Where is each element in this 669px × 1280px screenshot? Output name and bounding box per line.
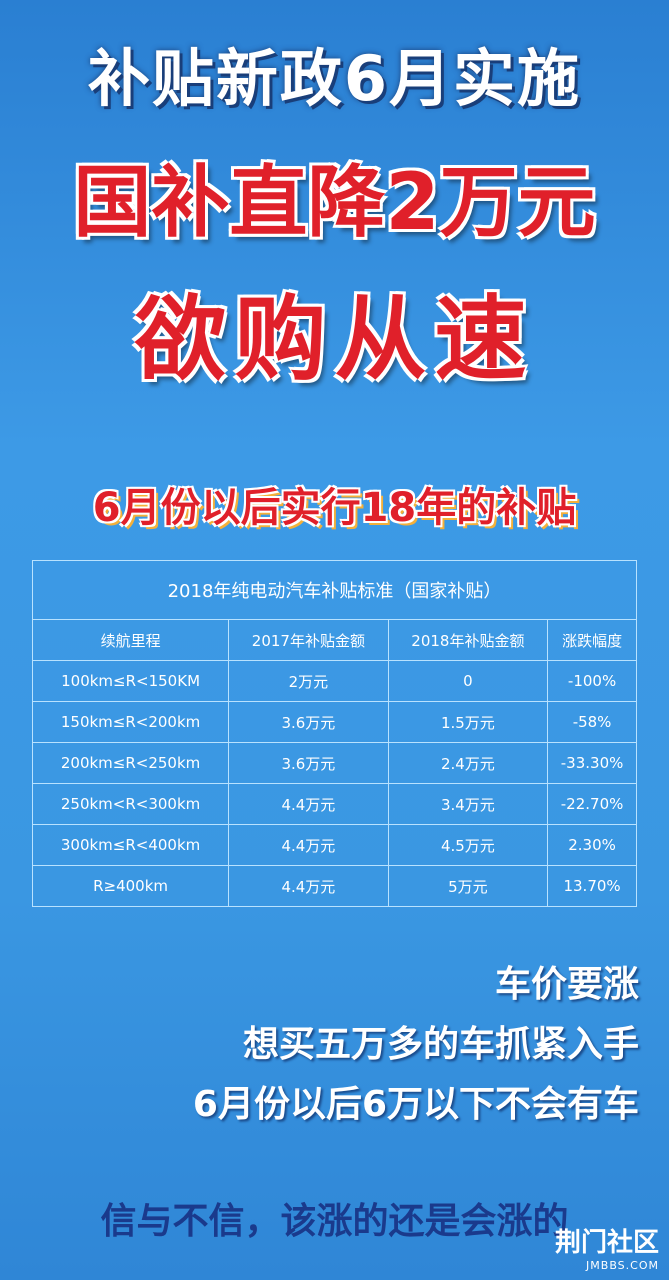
subsidy-table: 2018年纯电动汽车补贴标准（国家补贴） 续航里程 2017年补贴金额 2018年补… [31, 560, 637, 907]
headline: 欲购从速 [134, 286, 535, 393]
table-row: R≥400km 4.4万元 5万元 13.70% [31, 865, 637, 907]
cell: 200km≤R<250km [31, 742, 230, 784]
cell: 4.4万元 [228, 865, 389, 907]
table-row: 200km≤R<250km 3.6万元 2.4万元 -33.30% [31, 742, 637, 784]
cell: 100km≤R<150KM [31, 660, 230, 702]
watermark-name: 荆门社区 [554, 1228, 659, 1258]
cell: 2.30% [547, 824, 637, 866]
cell: -22.70% [547, 783, 637, 825]
header-cell: 涨跌幅度 [547, 619, 637, 661]
closing: 信与不信，该涨的还是会涨的 [100, 1201, 569, 1242]
table-row: 150km≤R<200km 3.6万元 1.5万元 -58% [31, 701, 637, 743]
table-row: 100km≤R<150KM 2万元 0 -100% [31, 660, 637, 702]
cell: 4.4万元 [228, 824, 389, 866]
note: 想买五万多的车抓紧入手 [242, 1024, 639, 1065]
cell: 2.4万元 [387, 742, 549, 784]
cell: -58% [547, 701, 637, 743]
cell: -33.30% [547, 742, 637, 784]
headline: 补贴新政6月实施 [87, 42, 582, 115]
cell: 3.6万元 [228, 701, 389, 743]
header-cell: 2017年补贴金额 [228, 619, 389, 661]
cell: 3.6万元 [228, 742, 389, 784]
header-row: 续航里程 2017年补贴金额 2018年补贴金额 涨跌幅度 [31, 619, 637, 661]
cell: 1.5万元 [387, 701, 549, 743]
cell: 4.5万元 [387, 824, 549, 866]
cell: 13.70% [547, 865, 637, 907]
watermark: 荆门社区 JMBBS.COM [555, 1222, 659, 1272]
note: 车价要涨 [494, 964, 639, 1005]
header-cell: 续航里程 [31, 619, 230, 661]
cell: 4.4万元 [228, 783, 389, 825]
cell: 0 [387, 660, 549, 702]
cell: R≥400km [31, 865, 230, 907]
cell: 300km≤R<400km [31, 824, 230, 866]
cell: 250km<R<300km [31, 783, 230, 825]
watermark-site: JMBBS.COM [586, 1259, 659, 1272]
table-title: 2018年纯电动汽车补贴标准（国家补贴） [32, 560, 637, 620]
table-row: 250km<R<300km 4.4万元 3.4万元 -22.70% [31, 783, 637, 825]
header-cell: 2018年补贴金额 [387, 619, 549, 661]
headline: 国补直降2万元 [73, 158, 596, 248]
cell: 5万元 [387, 865, 549, 907]
cell: 3.4万元 [387, 783, 549, 825]
note: 6月份以后6万以下不会有车 [192, 1084, 639, 1125]
cell: 2万元 [228, 660, 389, 702]
subheading: 6月份以后实行18年的补贴 [92, 485, 577, 531]
table-row: 300km≤R<400km 4.4万元 4.5万元 2.30% [31, 824, 637, 866]
cell: -100% [547, 660, 637, 702]
cell: 150km≤R<200km [31, 701, 230, 743]
